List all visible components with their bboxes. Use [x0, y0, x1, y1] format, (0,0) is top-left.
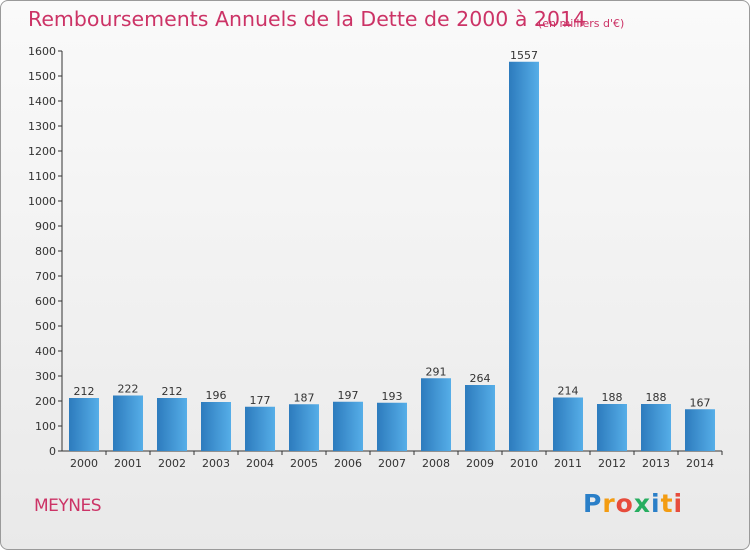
x-tick-label: 2006 — [334, 457, 362, 470]
chart-unit-note: (en milliers d'€) — [538, 17, 625, 30]
y-tick-label: 400 — [35, 345, 56, 358]
x-tick-label: 2010 — [510, 457, 538, 470]
x-tick-label: 2008 — [422, 457, 450, 470]
y-tick-label: 1300 — [28, 120, 56, 133]
bar-2014 — [685, 409, 715, 451]
y-tick-label: 0 — [49, 445, 56, 458]
bar-2010 — [509, 61, 539, 451]
bar-2013 — [641, 404, 671, 451]
proxiti-logo[interactable]: Proxiti — [583, 489, 683, 518]
y-tick-label: 200 — [35, 395, 56, 408]
bar-2005 — [289, 404, 319, 451]
data-label: 214 — [558, 385, 579, 398]
y-tick-label: 1000 — [28, 195, 56, 208]
y-tick-label: 1400 — [28, 95, 56, 108]
y-tick-label: 1200 — [28, 145, 56, 158]
data-label: 188 — [602, 391, 623, 404]
data-label: 212 — [162, 385, 183, 398]
y-tick-label: 600 — [35, 295, 56, 308]
x-tick-label: 2013 — [642, 457, 670, 470]
data-label: 222 — [118, 383, 139, 396]
x-tick-label: 2005 — [290, 457, 318, 470]
y-tick-label: 1500 — [28, 70, 56, 83]
bar-2001 — [113, 395, 143, 451]
bar-2011 — [553, 397, 583, 451]
y-tick-label: 1600 — [28, 45, 56, 58]
bar-2008 — [421, 378, 451, 451]
data-label: 167 — [690, 396, 711, 409]
data-label: 291 — [426, 365, 447, 378]
bar-2007 — [377, 402, 407, 451]
x-tick-label: 2003 — [202, 457, 230, 470]
y-tick-label: 700 — [35, 270, 56, 283]
logo-letter: x — [633, 489, 651, 518]
logo-letter: t — [660, 489, 674, 518]
x-tick-label: 2004 — [246, 457, 274, 470]
x-tick-label: 2001 — [114, 457, 142, 470]
bar-2009 — [465, 385, 495, 451]
x-tick-label: 2011 — [554, 457, 582, 470]
data-label: 197 — [338, 389, 359, 402]
data-label: 212 — [74, 385, 95, 398]
logo-letter: P — [583, 489, 603, 518]
y-tick-label: 100 — [35, 420, 56, 433]
y-tick-label: 500 — [35, 320, 56, 333]
data-label: 177 — [250, 394, 271, 407]
city-name: MEYNES — [34, 496, 102, 516]
x-tick-label: 2012 — [598, 457, 626, 470]
x-tick-label: 2014 — [686, 457, 714, 470]
x-tick-label: 2002 — [158, 457, 186, 470]
data-label: 264 — [470, 372, 491, 385]
logo-letter: o — [615, 489, 634, 518]
y-tick-label: 300 — [35, 370, 56, 383]
logo-letter: i — [673, 489, 684, 518]
x-tick-label: 2007 — [378, 457, 406, 470]
data-label: 196 — [206, 389, 227, 402]
x-tick-label: 2000 — [70, 457, 98, 470]
bar-2006 — [333, 401, 363, 451]
x-tick-label: 2009 — [466, 457, 494, 470]
bar-2003 — [201, 402, 231, 451]
y-tick-label: 900 — [35, 220, 56, 233]
y-tick-label: 800 — [35, 245, 56, 258]
bar-2004 — [245, 406, 275, 451]
data-label: 188 — [646, 391, 667, 404]
data-label: 187 — [294, 391, 315, 404]
y-tick-label: 1100 — [28, 170, 56, 183]
data-label: 1557 — [510, 49, 538, 62]
bar-2000 — [69, 398, 99, 451]
logo-letter: i — [651, 489, 661, 518]
logo-letter: r — [602, 489, 616, 518]
chart-title: Remboursements Annuels de la Dette de 20… — [28, 7, 587, 31]
bar-2012 — [597, 404, 627, 451]
data-label: 193 — [382, 390, 403, 403]
bar-2002 — [157, 398, 187, 451]
